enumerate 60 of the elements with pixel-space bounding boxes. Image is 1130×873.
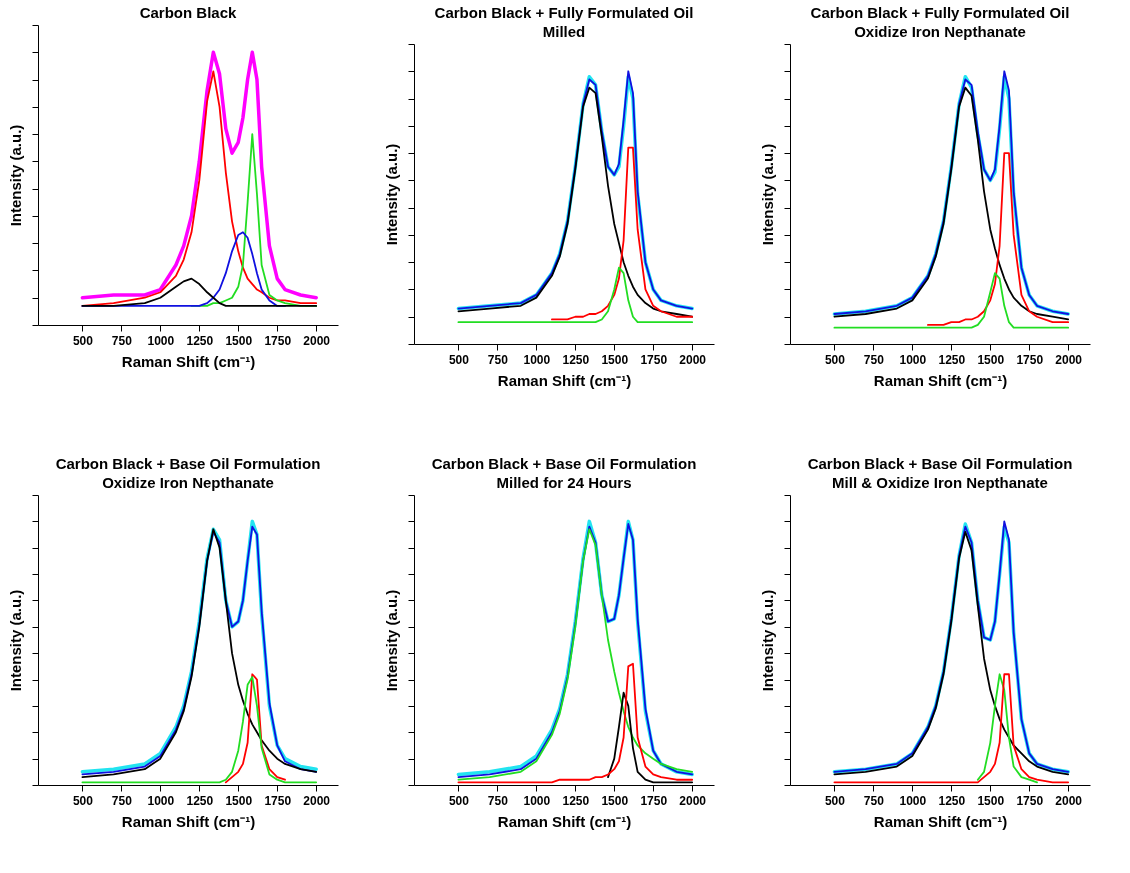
x-tick-label: 1750 [1016,352,1044,367]
y-axis-title: Intensity (a.u.) [383,589,400,692]
y-axis-title: Intensity (a.u.) [759,589,776,692]
x-tick-label: 500 [448,793,470,808]
x-tick-label: 1750 [264,333,292,348]
x-tick-label: 2000 [679,352,707,367]
chart-title: Carbon Black + Fully Formulated Oil Oxidize Iron Nepthanate [810,3,1070,40]
x-tick-label: 2000 [679,793,707,808]
chart-title: Carbon Black + Base Oil Formulation Oxidize Iron Nepthanate [55,454,321,491]
x-tick-label: 1500 [601,352,629,367]
x-tick-label: 500 [824,352,846,367]
x-tick-label: 1000 [147,333,175,348]
chart-title: Carbon Black [139,3,237,21]
x-tick-label: 1750 [1016,793,1044,808]
x-tick-label: 1000 [523,352,551,367]
x-tick-label: 750 [863,793,885,808]
x-axis-title: Raman Shift (cm⁻¹) [497,812,632,830]
x-tick-label: 2000 [1055,793,1083,808]
x-axis-title: Raman Shift (cm⁻¹) [121,812,256,830]
x-tick-label: 1750 [640,793,668,808]
x-tick-label: 1250 [186,793,214,808]
chart-title: Carbon Black + Base Oil Formulation Milled for 24 Hours [431,454,697,491]
x-tick-label: 1500 [977,793,1005,808]
x-axis-title: Raman Shift (cm⁻¹) [873,812,1008,830]
x-tick-label: 2000 [303,793,331,808]
x-tick-label: 1500 [601,793,629,808]
y-axis-title: Intensity (a.u.) [383,143,400,246]
x-tick-label: 1250 [186,333,214,348]
y-axis-title: Intensity (a.u.) [7,124,24,227]
x-axis-title: Raman Shift (cm⁻¹) [121,352,256,370]
x-tick-label: 2000 [303,333,331,348]
x-tick-label: 500 [448,352,470,367]
x-tick-label: 1500 [977,352,1005,367]
x-tick-label: 1250 [562,793,590,808]
x-tick-label: 2000 [1055,352,1083,367]
x-axis-title: Raman Shift (cm⁻¹) [497,371,632,389]
x-tick-label: 750 [863,352,885,367]
y-axis-title: Intensity (a.u.) [7,589,24,692]
x-axis-title: Raman Shift (cm⁻¹) [873,371,1008,389]
x-tick-label: 750 [111,793,133,808]
x-tick-label: 1500 [225,333,253,348]
chart-title: Carbon Black + Base Oil Formulation Mill & Oxidize Iron Nepthanate [807,454,1073,491]
x-tick-label: 1750 [264,793,292,808]
x-tick-label: 750 [111,333,133,348]
chart-title: Carbon Black + Fully Formulated Oil Milled [434,3,694,40]
x-tick-label: 500 [824,793,846,808]
x-tick-label: 750 [487,352,509,367]
x-tick-label: 500 [72,333,94,348]
x-tick-label: 1250 [938,793,966,808]
x-tick-label: 1000 [147,793,175,808]
x-tick-label: 750 [487,793,509,808]
x-tick-label: 1000 [899,352,927,367]
x-tick-label: 1750 [640,352,668,367]
x-tick-label: 1500 [225,793,253,808]
y-axis-title: Intensity (a.u.) [759,143,776,246]
x-tick-label: 500 [72,793,94,808]
x-tick-label: 1000 [899,793,927,808]
x-tick-label: 1000 [523,793,551,808]
x-tick-label: 1250 [562,352,590,367]
x-tick-label: 1250 [938,352,966,367]
